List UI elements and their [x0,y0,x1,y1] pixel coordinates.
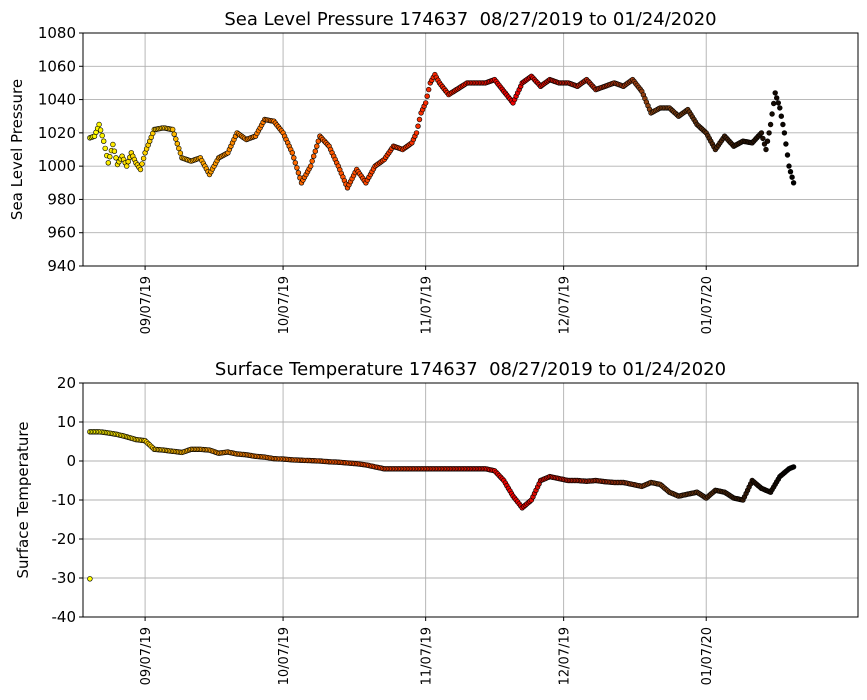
x-tick-label: 10/07/19 [277,276,292,334]
y-axis-label: Surface Temperature [14,422,32,579]
series-outlier [87,576,93,582]
data-point [783,141,789,147]
data-point [775,100,781,106]
data-point [772,90,778,96]
data-point [424,93,430,99]
y-tick-label: 1080 [38,24,76,42]
y-tick-label: 940 [47,257,76,275]
data-point [413,130,420,136]
x-tick-label: 01/07/20 [700,276,715,334]
data-point [426,86,432,93]
data-point [125,159,131,165]
y-tick-label: -40 [52,608,77,626]
data-point [758,130,765,136]
chart-title: Surface Temperature 174637 08/27/2019 to… [215,359,726,380]
data-point [786,163,792,169]
y-tick-label: 10 [57,413,76,431]
data-point [99,132,105,139]
x-tick-label: 10/07/19 [277,627,292,685]
data-point [790,464,797,470]
data-point [416,116,423,123]
data-point [102,145,108,152]
data-point [100,138,107,144]
data-point [311,153,317,159]
y-tick-label: -10 [52,491,77,509]
plot-area [83,33,858,266]
data-point [777,105,783,111]
surface-temperature-chart: -40 -30 -20 -10 0 10 20 09/07/19 10/07/19 11/07/1… [14,359,859,685]
y-tick-label: 980 [47,190,76,208]
data-point [789,174,795,180]
y-tick-label: 20 [57,374,76,392]
data-point [764,138,771,144]
x-tick-label: 12/07/19 [558,276,573,334]
y-tick-label: -30 [52,569,77,587]
data-point [289,150,295,156]
data-point [760,135,766,142]
data-point [97,127,104,133]
data-point [781,130,788,136]
data-point [790,180,797,186]
chart-title: Sea Level Pressure 174637 08/27/2019 to … [224,9,716,30]
data-point [96,121,102,128]
y-tick-label: 960 [47,224,76,242]
data-point [308,163,314,169]
data-point [170,126,176,133]
y-tick-label: 1020 [38,124,76,142]
data-point [423,100,429,106]
series-pressure [87,71,797,191]
data-point [171,131,177,137]
data-point [769,111,775,117]
y-tick-label: 0 [66,452,76,470]
data-point [415,123,421,129]
data-point [292,160,298,166]
data-point [110,141,116,148]
data-point [295,170,302,176]
data-point [111,148,118,154]
data-point [139,161,145,167]
plot-frame [82,32,859,267]
data-point [763,146,769,153]
data-point [309,158,315,164]
data-point [780,121,786,128]
data-point [173,136,179,142]
data-point [291,155,297,161]
data-point [766,130,772,136]
sea-level-pressure-chart: 940 960 980 1000 1020 1040 1060 1080 09/07/19 10/… [8,9,859,334]
data-point [87,576,93,582]
y-tick-label: 1040 [38,91,76,109]
data-point [174,141,181,147]
y-tick-label: -20 [52,530,77,548]
x-tick-label: 11/07/19 [420,276,435,334]
y-tick-label: 1000 [38,157,76,175]
data-point [176,145,182,152]
data-point [312,148,318,154]
data-point [787,169,794,175]
data-point [315,138,321,144]
data-point [123,163,130,169]
data-point [294,165,300,171]
data-point [778,113,784,119]
y-tick-label: 1060 [38,57,76,75]
x-tick-label: 12/07/19 [558,627,573,685]
data-point [107,154,113,160]
x-tick-label: 11/07/19 [420,627,435,685]
x-tick-label: 09/07/19 [139,276,154,334]
data-point [770,100,777,107]
data-point [105,160,112,166]
data-point [140,155,147,162]
data-point [784,152,791,158]
data-point [767,121,774,128]
data-point [773,95,780,101]
x-tick-label: 01/07/20 [700,627,715,685]
data-point [137,166,144,173]
x-tick-label: 09/07/19 [139,627,154,685]
y-axis-label: Sea Level Pressure [8,79,26,220]
data-point [177,150,184,156]
data-point [314,143,320,149]
series-temperature [87,429,797,511]
